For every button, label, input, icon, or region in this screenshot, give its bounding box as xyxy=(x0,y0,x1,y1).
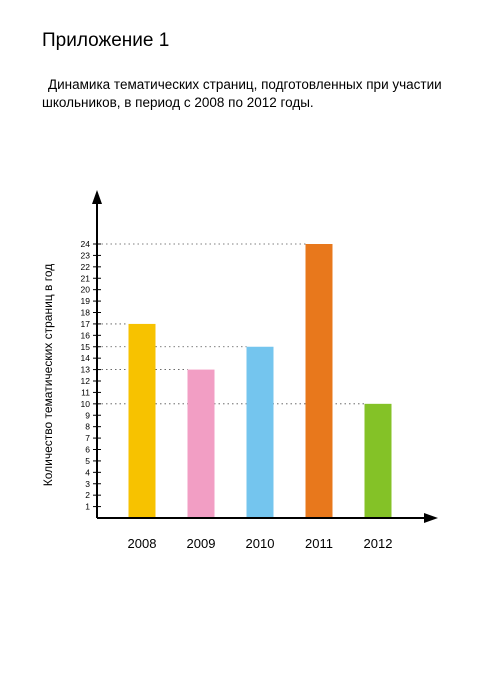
x-tick-label: 2011 xyxy=(305,536,333,551)
axes xyxy=(92,190,438,523)
y-tick-label: 6 xyxy=(85,445,90,455)
y-tick-label: 3 xyxy=(85,479,90,489)
bar-2008 xyxy=(128,323,156,518)
x-tick-label: 2009 xyxy=(187,536,216,551)
y-tick-label: 23 xyxy=(81,250,91,260)
bar-2012 xyxy=(364,403,392,518)
y-tick-label: 15 xyxy=(81,342,91,352)
y-tick-label: 11 xyxy=(81,387,90,397)
y-tick-label: 20 xyxy=(81,285,91,295)
y-tick-label: 12 xyxy=(81,376,91,386)
y-tick-label: 16 xyxy=(81,330,91,340)
x-tick-label: 2012 xyxy=(364,536,393,551)
y-tick-label: 5 xyxy=(85,456,90,466)
bar-2009 xyxy=(187,369,215,518)
y-tick-label: 18 xyxy=(81,308,91,318)
y-tick-label: 9 xyxy=(85,410,90,420)
y-tick-label: 13 xyxy=(81,365,91,375)
y-tick-label: 19 xyxy=(81,296,91,306)
y-tick-label: 10 xyxy=(81,399,91,409)
y-tick-label: 1 xyxy=(85,502,90,512)
y-tick-label: 17 xyxy=(81,319,91,329)
appendix-title: Приложение 1 xyxy=(42,30,170,51)
y-tick-label: 4 xyxy=(85,467,90,477)
y-tick-label: 21 xyxy=(81,273,91,283)
y-tick-label: 14 xyxy=(81,353,91,363)
x-tick-label: 2010 xyxy=(246,536,275,551)
bar-2011 xyxy=(305,244,333,518)
y-tick-label: 7 xyxy=(85,433,90,443)
chart-caption: Динамика тематических страниц, подготовл… xyxy=(42,77,442,110)
x-axis-arrow xyxy=(424,513,438,523)
x-tick-labels: 2008 2009 2010 2011 2012 xyxy=(128,536,393,551)
y-tick-label: 22 xyxy=(81,262,91,272)
y-tick-label: 2 xyxy=(85,490,90,500)
bar-2010 xyxy=(246,346,274,518)
x-tick-label: 2008 xyxy=(128,536,157,551)
y-axis-arrow xyxy=(92,190,102,204)
y-axis-label: Количество тематических страниц в год xyxy=(41,264,55,487)
y-tick-label: 8 xyxy=(85,422,90,432)
y-tick-label: 24 xyxy=(81,239,91,249)
bars xyxy=(128,244,392,518)
